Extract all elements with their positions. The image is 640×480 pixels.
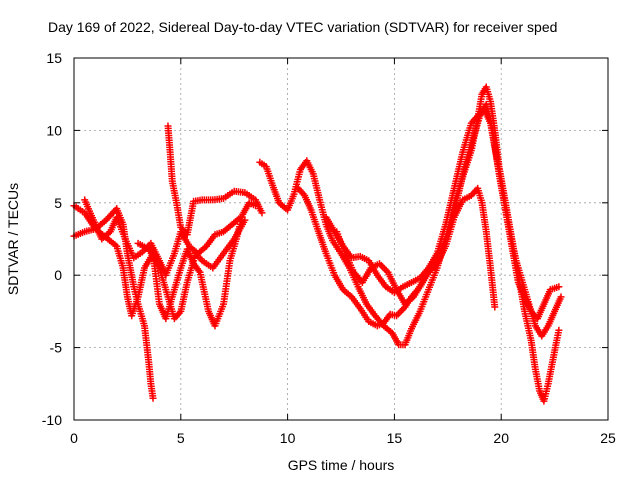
data-point: [555, 283, 563, 291]
data-point: [258, 209, 266, 217]
data-point: [555, 326, 563, 334]
y-tick-label: 0: [54, 267, 62, 283]
data-point: [237, 213, 245, 221]
series-track-4: [134, 216, 249, 323]
axis-ticks: 0 5 10 15 20 25 -10 -5 0 5 10 15: [42, 50, 616, 446]
series-track-9: [333, 100, 563, 323]
plot-frame: [73, 57, 609, 421]
data-points: [70, 83, 565, 405]
y-axis-label: SDTVAR / TECUs: [5, 183, 21, 295]
data-point: [557, 293, 565, 301]
data-point: [149, 394, 157, 402]
x-tick-label: 0: [70, 430, 78, 446]
y-tick-label: 10: [46, 122, 62, 138]
x-tick-label: 20: [493, 430, 509, 446]
chart-title: Day 169 of 2022, Sidereal Day-to-day VTE…: [48, 19, 557, 35]
y-tick-label: 5: [54, 195, 62, 211]
x-tick-label: 10: [280, 430, 296, 446]
x-tick-label: 25: [600, 430, 616, 446]
x-tick-label: 15: [387, 430, 403, 446]
data-point: [241, 216, 249, 224]
data-point: [491, 303, 499, 311]
y-tick-label: 15: [46, 50, 62, 66]
y-tick-label: -5: [50, 340, 63, 356]
series-track-3: [164, 122, 266, 239]
series-track-5: [81, 196, 245, 279]
gridlines: [74, 58, 608, 420]
y-tick-label: -10: [42, 412, 62, 428]
x-tick-label: 5: [177, 430, 185, 446]
x-axis-label: GPS time / hours: [288, 457, 395, 473]
